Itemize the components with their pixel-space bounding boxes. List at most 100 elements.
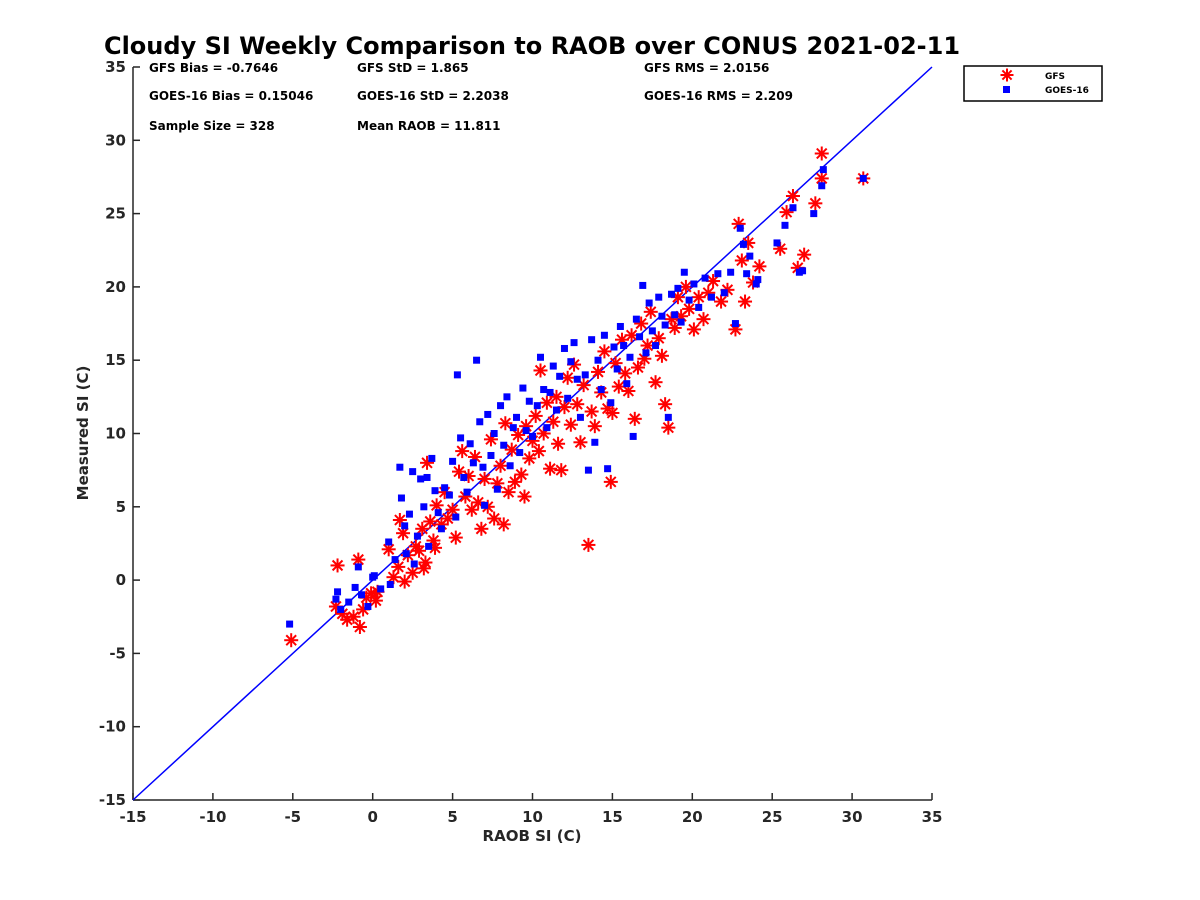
goes-16-point	[661, 321, 669, 329]
goes-16-point	[493, 485, 501, 493]
goes-16-point	[607, 399, 615, 407]
gfs-point	[814, 146, 829, 161]
goes-16-point	[799, 267, 807, 275]
goes-16-point	[546, 388, 554, 396]
stat-goes-std: GOES-16 StD = 2.2038	[357, 89, 509, 103]
goes-16-point	[743, 270, 751, 278]
stat-mean-raob: Mean RAOB = 11.811	[357, 119, 501, 133]
goes-16-point	[818, 182, 826, 190]
goes-16-point	[701, 274, 709, 282]
goes-16-point	[648, 327, 656, 335]
goes-16-point	[351, 583, 359, 591]
y-tick-label: 35	[105, 58, 126, 76]
goes-16-point	[680, 268, 688, 276]
stat-goes-bias: GOES-16 Bias = 0.15046	[149, 89, 313, 103]
x-tick-label: 25	[762, 808, 783, 826]
gfs-point	[455, 444, 470, 459]
goes-16-point	[354, 563, 362, 571]
goes-16-point	[453, 371, 461, 379]
x-tick-label: -5	[284, 808, 301, 826]
gfs-point	[551, 436, 566, 451]
goes-16-point	[397, 494, 405, 502]
gfs-point	[531, 444, 546, 459]
legend-goes-marker	[1003, 86, 1010, 93]
goes-16-point	[540, 386, 548, 394]
goes-16-point	[500, 441, 508, 449]
goes-16-point	[484, 410, 492, 418]
goes-16-point	[707, 293, 715, 301]
goes-16-point	[437, 525, 445, 533]
goes-16-point	[731, 320, 739, 328]
chart-title: Cloudy SI Weekly Comparison to RAOB over…	[104, 32, 960, 60]
goes-16-point	[727, 268, 735, 276]
goes-16-point	[677, 318, 685, 326]
gfs-point	[517, 489, 532, 504]
y-tick-label: 5	[116, 498, 126, 516]
gfs-point	[528, 408, 543, 423]
goes-16-point	[509, 424, 517, 432]
gfs-point	[423, 514, 438, 529]
goes-16-point	[473, 356, 481, 364]
goes-16-point	[385, 538, 393, 546]
gfs-point	[352, 620, 367, 635]
goes-16-point	[476, 418, 484, 426]
x-axis-label: RAOB SI (C)	[483, 827, 582, 845]
goes-16-point	[570, 339, 578, 347]
gfs-point	[605, 405, 620, 420]
goes-16-point	[573, 375, 581, 383]
x-tick-label: 15	[602, 808, 623, 826]
goes-16-point	[396, 463, 404, 471]
goes-16-point	[391, 556, 399, 564]
gfs-point	[563, 417, 578, 432]
goes-16-point	[481, 501, 489, 509]
goes-16-point	[629, 432, 637, 440]
legend-goes-label: GOES-16	[1045, 86, 1089, 96]
y-tick-label: 20	[105, 278, 126, 296]
gfs-point	[643, 304, 658, 319]
goes-16-point	[636, 333, 644, 341]
goes-16-point	[345, 598, 353, 606]
gfs-point	[648, 375, 663, 390]
goes-16-point	[616, 322, 624, 330]
stats-annotations: GFS Bias = -0.7646 GFS StD = 1.865 GFS R…	[149, 61, 793, 133]
gfs-point	[658, 397, 673, 412]
legend-gfs-label: GFS	[1045, 72, 1065, 82]
goes-16-point	[600, 331, 608, 339]
goes-16-point	[752, 280, 760, 288]
goes-16-point	[543, 424, 551, 432]
goes-16-point	[452, 513, 460, 521]
goes-16-point	[420, 503, 428, 511]
goes-16-point	[490, 430, 498, 437]
goes-16-point	[645, 299, 653, 307]
goes-16-point	[720, 289, 728, 297]
goes-16-point	[581, 371, 589, 379]
goes-16-point	[463, 488, 471, 496]
y-tick-label: 15	[105, 351, 126, 369]
goes-16-point	[626, 353, 634, 361]
gfs-point	[420, 455, 435, 470]
goes-16-point	[591, 438, 599, 446]
gfs-point	[554, 463, 569, 478]
gfs-point	[496, 517, 511, 532]
gfs-point	[498, 416, 513, 431]
legend-gfs-marker	[1000, 68, 1014, 82]
goes-16-point	[695, 303, 703, 311]
gfs-point	[661, 420, 676, 435]
gfs-point	[651, 331, 666, 346]
goes-16-point	[584, 466, 592, 474]
gfs-point	[808, 196, 823, 211]
goes-16-point	[410, 560, 418, 568]
gfs-point	[504, 442, 519, 457]
x-tick-label: 30	[842, 808, 863, 826]
y-tick-label: 10	[105, 425, 126, 443]
goes-16-point	[286, 620, 294, 628]
goes-16-point	[519, 384, 527, 392]
gfs-point	[682, 301, 697, 316]
goes-16-point	[781, 221, 789, 229]
goes-16-point	[613, 365, 621, 373]
goes-16-point	[364, 602, 372, 610]
goes-16-point	[466, 440, 474, 448]
y-axis-ticks: -15 -10 -5 0 5 10 15 20 25 30 35	[99, 58, 140, 809]
goes-16-point	[639, 281, 647, 289]
stat-gfs-bias: GFS Bias = -0.7646	[149, 61, 278, 75]
